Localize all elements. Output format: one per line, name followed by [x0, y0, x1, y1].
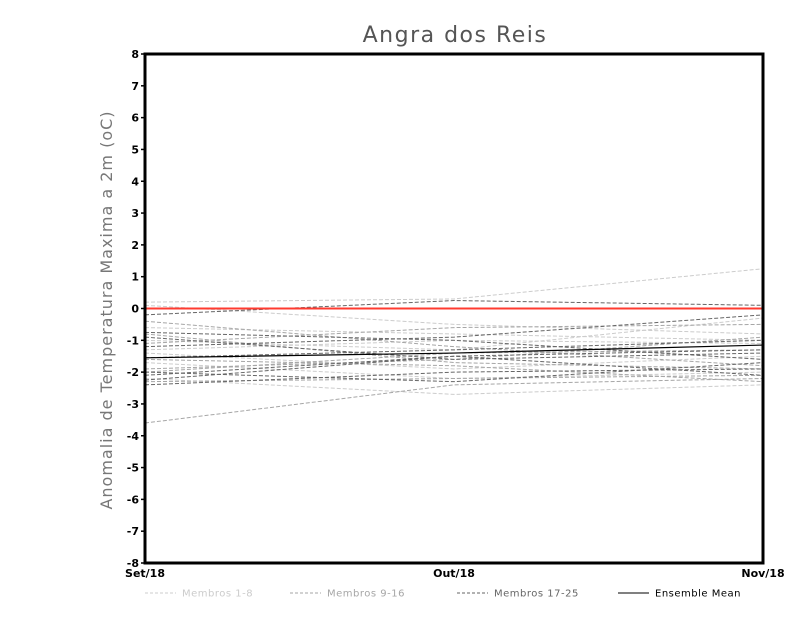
x-tick-label: Nov/18 — [741, 567, 784, 580]
member-series-line — [144, 331, 764, 360]
member-series-line — [144, 339, 764, 351]
y-tick-label: 5 — [131, 143, 139, 156]
y-tick-label: -6 — [127, 493, 140, 506]
x-tick-labels: Set/18 Out/18 Nov/18 — [125, 567, 785, 580]
member-series-line — [144, 336, 764, 360]
y-tick-label: -4 — [127, 430, 140, 443]
member-series-line — [144, 362, 764, 383]
y-tick-label: 8 — [131, 48, 139, 61]
y-tick-label: 2 — [131, 239, 139, 252]
member-series-line — [144, 368, 764, 386]
x-tick-label: Set/18 — [125, 567, 165, 580]
y-tick-label: 1 — [131, 271, 139, 284]
member-series-line — [144, 300, 764, 316]
chart-title: Angra dos Reis — [363, 23, 548, 48]
y-tick-labels: -8 -7 -6 -5 -4 -3 -2 -1 0 1 2 3 4 5 6 7 8 — [127, 48, 140, 570]
member-series-line — [144, 268, 764, 303]
legend-label: Membros 9-16 — [327, 589, 405, 600]
y-tick-label: 3 — [131, 207, 139, 220]
x-tick-label: Out/18 — [433, 567, 475, 580]
member-series-line — [144, 339, 764, 359]
legend: Membros 1-8 Membros 9-16 Membros 17-25 Ense… — [145, 589, 741, 600]
member-series-line — [144, 358, 764, 383]
member-series-line — [144, 377, 764, 395]
y-tick-label: 0 — [131, 303, 139, 316]
plot-frame — [143, 52, 765, 565]
y-axis-label: Anomalia de Temperatura Maxima a 2m (oC) — [97, 110, 116, 509]
member-series-line — [144, 377, 764, 424]
y-tick-label: -8 — [127, 557, 139, 570]
y-tick-label: -1 — [127, 334, 139, 347]
series-lines — [144, 268, 764, 424]
legend-label: Ensemble Mean — [655, 589, 741, 600]
ensemble-mean-line — [144, 344, 764, 359]
member-series-line — [144, 323, 764, 344]
y-tick-label: 4 — [131, 175, 139, 188]
member-series-line — [144, 320, 764, 367]
member-series-line — [144, 314, 764, 348]
ensemble-mean-line-group — [144, 344, 764, 359]
member-series-line — [144, 304, 764, 335]
legend-label: Membros 1-8 — [182, 589, 253, 600]
y-tick-label: -3 — [127, 398, 139, 411]
member-series-line — [144, 349, 764, 381]
member-series-line — [144, 352, 764, 370]
y-tick-label: -2 — [127, 366, 139, 379]
y-tick-label: -7 — [127, 525, 139, 538]
y-tick-label: -5 — [127, 462, 139, 475]
y-tick-label: 6 — [131, 112, 139, 125]
legend-label: Membros 17-25 — [494, 589, 579, 600]
y-tick-label: 7 — [131, 80, 139, 93]
